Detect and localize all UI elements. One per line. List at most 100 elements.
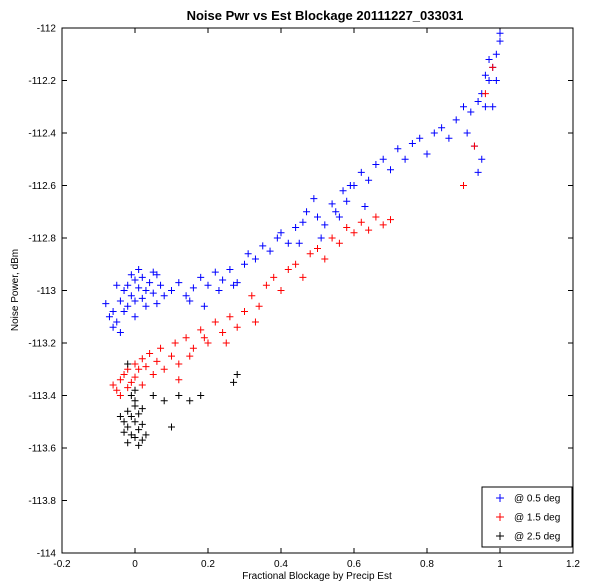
data-point [116,413,124,420]
data-point [321,255,329,263]
data-point [489,103,497,111]
data-point [113,281,121,289]
data-point [496,29,504,37]
y-axis: -114 -113.8 -113.6 -113.4 -113.2 -113 -112.8 -1… [28,24,573,560]
data-point [277,229,285,237]
data-point [127,271,135,279]
y-tick-label: -112.4 [28,129,56,140]
x-axis-label: Fractional Blockage by Precip Est [242,571,392,582]
y-tick-label: -113 [37,286,57,297]
data-point [186,352,194,360]
legend-label: @ 1.5 deg [514,513,560,524]
data-point [160,365,168,373]
data-point [343,224,351,231]
data-point [470,142,478,150]
data-point [160,292,168,300]
data-point [186,297,194,305]
data-point [204,339,212,347]
data-point [135,410,143,418]
y-tick-label: -112 [37,24,57,35]
data-point [262,281,270,289]
data-point [175,392,183,399]
data-point [120,287,128,294]
data-point [124,360,132,368]
legend-marker [496,494,504,502]
x-tick-label: -0.2 [53,559,71,570]
data-point [135,284,143,292]
data-point [124,423,132,431]
data-point [149,268,157,276]
data-point [357,168,365,176]
data-point [211,268,219,276]
data-point [452,116,460,124]
data-point [160,397,168,405]
data-point [361,203,369,210]
data-point [124,384,132,392]
data-point [284,266,292,273]
data-point [343,197,351,205]
data-point [481,71,489,79]
data-point [131,313,139,321]
data-point [124,439,132,447]
data-point [138,381,146,389]
data-point [131,373,139,381]
data-point [142,431,150,439]
data-point [416,134,424,142]
data-point [138,436,146,444]
data-point [189,344,197,352]
data-point [481,103,489,111]
data-point [200,302,208,310]
data-point [372,161,380,168]
x-tick-label: 0.2 [201,559,215,570]
data-point [135,266,143,273]
data-point [157,281,165,289]
x-tick-label: 0 [132,559,138,570]
data-point [116,392,124,399]
data-point [335,239,343,247]
data-point [222,339,230,347]
data-point [124,407,132,415]
data-point [474,168,482,176]
data-point [127,392,135,399]
data-point [379,155,387,163]
data-point [284,239,292,247]
data-point [157,344,165,352]
data-point [204,281,212,289]
data-point [131,397,139,405]
data-point [153,300,161,308]
legend: @ 0.5 deg @ 1.5 deg @ 2.5 deg [481,486,573,548]
data-point [197,273,205,281]
data-point [328,234,336,242]
x-tick-label: 0.6 [347,559,361,570]
data-point [135,426,143,434]
data-point [273,234,281,242]
data-point [321,221,329,229]
y-axis-label: Noise Power, dBm [10,249,21,331]
data-point [131,418,139,426]
data-point [401,155,409,163]
legend-marker [496,513,504,521]
data-point [292,224,300,231]
data-point [430,129,438,137]
legend-marker [496,532,504,540]
data-point [124,302,132,310]
data-point [423,150,431,158]
x-tick-label: 0.4 [274,559,288,570]
data-point [346,182,354,189]
data-point [138,273,146,281]
data-point [124,281,132,289]
x-axis: -0.2 0 0.2 0.4 0.6 0.8 1 1.2 [53,28,580,570]
data-point [408,140,416,147]
data-point [314,245,321,252]
series-1 [102,29,504,336]
data-point [149,371,157,378]
data-point [328,200,336,208]
data-point [211,318,219,326]
data-point [153,357,161,365]
data-point [485,77,493,84]
legend-label: @ 2.5 deg [514,532,560,543]
data-point [138,420,146,428]
data-point [127,292,135,300]
data-point [332,208,340,216]
data-point [138,405,146,413]
